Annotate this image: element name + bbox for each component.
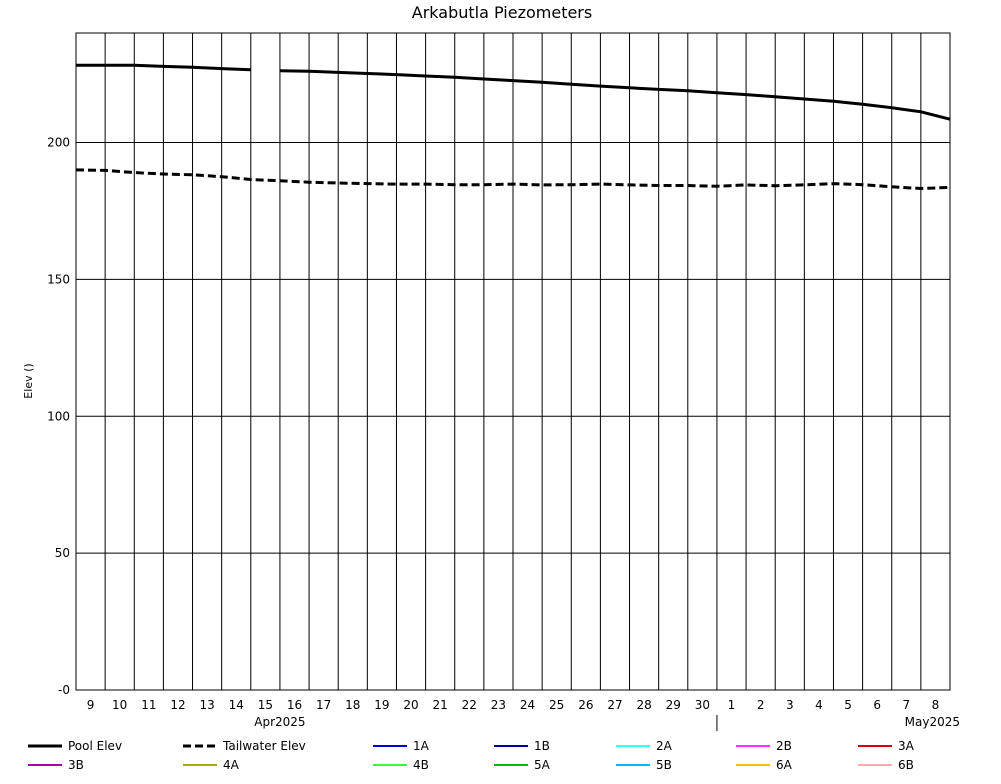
x-tick-label: 17: [316, 698, 331, 712]
y-ticks: -0 50 100 150 200: [47, 136, 70, 698]
legend-label: 6B: [898, 758, 914, 772]
x-tick-label: 18: [345, 698, 360, 712]
x-tick-label: 24: [520, 698, 535, 712]
legend-label: Tailwater Elev: [222, 739, 306, 753]
x-tick-label: 2: [757, 698, 765, 712]
x-tick-label: 30: [695, 698, 710, 712]
legend-label: 2B: [776, 739, 792, 753]
x-tick-label: 21: [433, 698, 448, 712]
x-tick-label: 28: [636, 698, 651, 712]
x-tick-label: 7: [902, 698, 910, 712]
x-tick-label: 4: [815, 698, 823, 712]
chart-title: Arkabutla Piezometers: [412, 3, 592, 22]
x-tick-label: 8: [932, 698, 940, 712]
month-label: May2025: [905, 715, 960, 729]
y-tick-label: 50: [55, 546, 70, 560]
y-tick-label: -0: [58, 683, 70, 697]
x-tick-label: 20: [403, 698, 418, 712]
series: [75, 63, 951, 190]
x-tick-label: 23: [491, 698, 506, 712]
x-tick-label: 3: [786, 698, 794, 712]
legend-label: 1A: [413, 739, 430, 753]
x-tick-label: 22: [462, 698, 477, 712]
x-tick-label: 1: [728, 698, 736, 712]
x-tick-label: 25: [549, 698, 564, 712]
x-tick-label: 14: [229, 698, 244, 712]
x-tick-label: 26: [578, 698, 593, 712]
legend-label: 4A: [223, 758, 240, 772]
y-tick-label: 200: [47, 136, 70, 150]
legend: Pool Elev Tailwater Elev 1A 1B 2A 2B 3A 3B 4A 4B 5…: [28, 739, 915, 772]
month-label: Apr2025: [254, 715, 305, 729]
legend-label: 5B: [656, 758, 672, 772]
x-tick-label: 13: [199, 698, 214, 712]
x-tick-label: 5: [844, 698, 852, 712]
legend-label: 6A: [776, 758, 793, 772]
x-tick-label: 27: [607, 698, 622, 712]
series-line-pool-elev: [76, 63, 251, 72]
x-tick-label: 16: [287, 698, 302, 712]
x-tick-label: 9: [87, 698, 95, 712]
legend-label: 5A: [534, 758, 551, 772]
legend-label: 1B: [534, 739, 550, 753]
y-tick-label: 150: [47, 272, 70, 286]
legend-label: Pool Elev: [68, 739, 122, 753]
grid: [76, 33, 950, 691]
plot-frame: [75, 32, 951, 691]
legend-label: 4B: [413, 758, 429, 772]
y-tick-label: 100: [47, 409, 70, 423]
series-line-tailwater-elev: [75, 168, 951, 190]
series-line-pool-elev: [279, 69, 951, 121]
x-tick-label: 11: [141, 698, 156, 712]
x-ticks: 9 10 11 12 13 14 15 16 17 18 19 20 21 22 23 24 25 26 27 28 2…: [87, 698, 960, 731]
legend-label: 3B: [68, 758, 84, 772]
legend-label: 2A: [656, 739, 673, 753]
x-tick-label: 10: [112, 698, 127, 712]
x-tick-label: 6: [873, 698, 881, 712]
x-tick-label: 15: [258, 698, 273, 712]
legend-label: 3A: [898, 739, 915, 753]
x-tick-label: 19: [374, 698, 389, 712]
x-tick-label: 29: [666, 698, 681, 712]
x-tick-label: 12: [170, 698, 185, 712]
y-axis-label: Elev (): [22, 363, 35, 398]
